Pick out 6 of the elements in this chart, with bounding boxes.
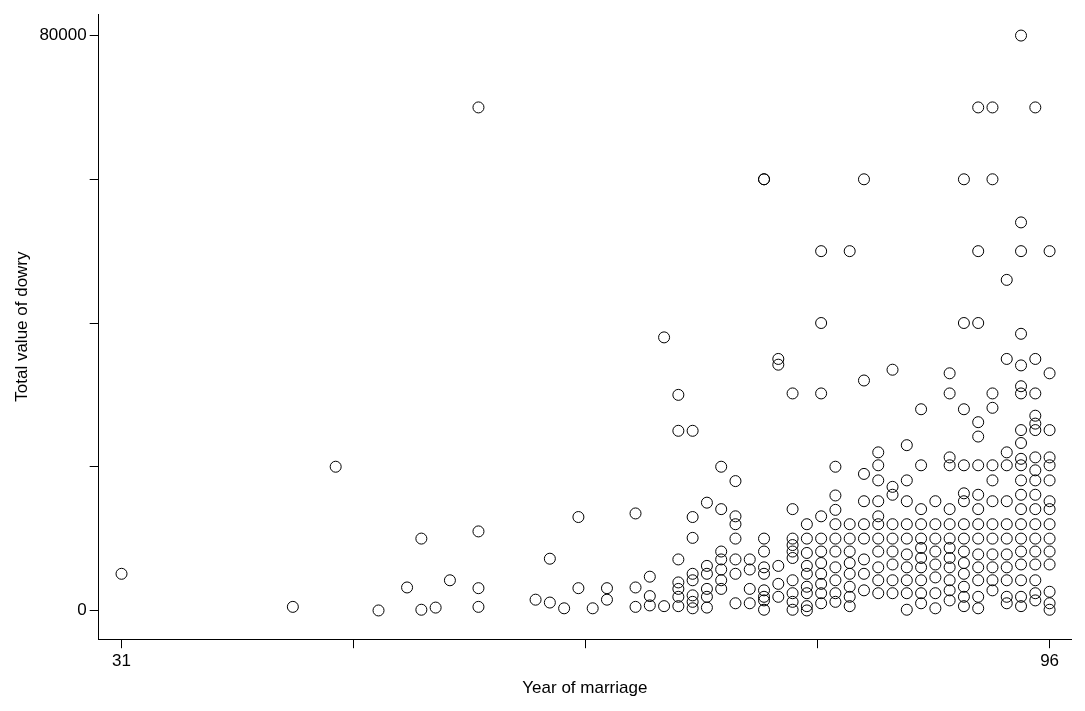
- y-tick-label: 80000: [39, 25, 87, 45]
- y-axis-title: Total value of dowry: [11, 250, 31, 402]
- y-tick-label: 0: [77, 600, 87, 620]
- x-tick-label: 96: [1040, 651, 1060, 671]
- x-axis-title: Year of marriage: [522, 678, 648, 698]
- x-tick-label: 31: [112, 651, 131, 671]
